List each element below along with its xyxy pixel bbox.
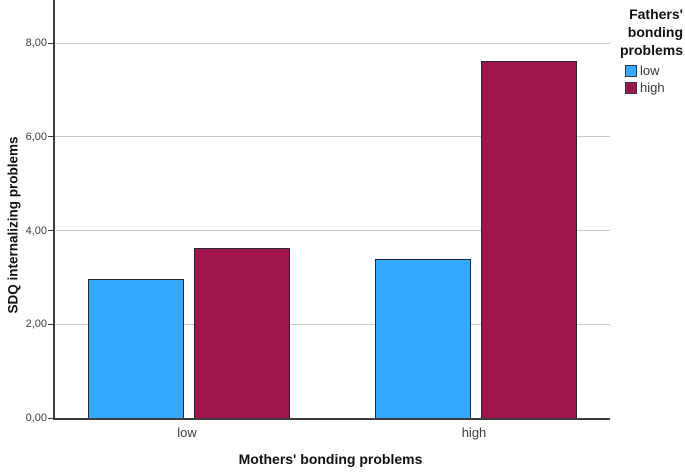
x-category-label-low: low [177, 425, 197, 440]
y-tick-label: 4,00 [25, 224, 47, 237]
y-tick-label: 2,00 [25, 318, 47, 331]
y-tick-mark [48, 230, 53, 232]
y-tick-mark [48, 136, 53, 138]
gridline-6,00 [55, 136, 610, 138]
legend-title: Fathers' bonding problems [619, 6, 683, 58]
legend-item-label: low [640, 63, 660, 78]
legend-item-low: low [625, 64, 684, 78]
legend-swatch-low-icon [625, 65, 637, 77]
bar-low-high [194, 247, 290, 418]
bar-low-low [88, 278, 184, 418]
x-axis-title: Mothers' bonding problems [238, 451, 423, 467]
gridline-4,00 [55, 230, 610, 232]
gridline-2,00 [55, 323, 610, 325]
legend-items: low high [608, 64, 684, 95]
y-tick-label: 8,00 [25, 37, 47, 50]
legend-swatch-high-icon [625, 82, 637, 94]
bar-high-low [375, 259, 471, 418]
legend-item-high: high [625, 81, 684, 95]
y-tick-mark [48, 42, 53, 44]
x-category-label-high: high [461, 425, 487, 440]
plot-area [53, 0, 610, 420]
legend-item-label: high [640, 80, 665, 95]
legend: Fathers' bonding problems low high [608, 0, 684, 98]
y-tick-mark [48, 417, 53, 419]
gridline-8,00 [55, 42, 610, 44]
y-tick-mark [48, 323, 53, 325]
y-tick-label: 0,00 [25, 412, 47, 424]
bar-high-high [481, 60, 577, 418]
y-tick-label: 6,00 [25, 130, 47, 143]
